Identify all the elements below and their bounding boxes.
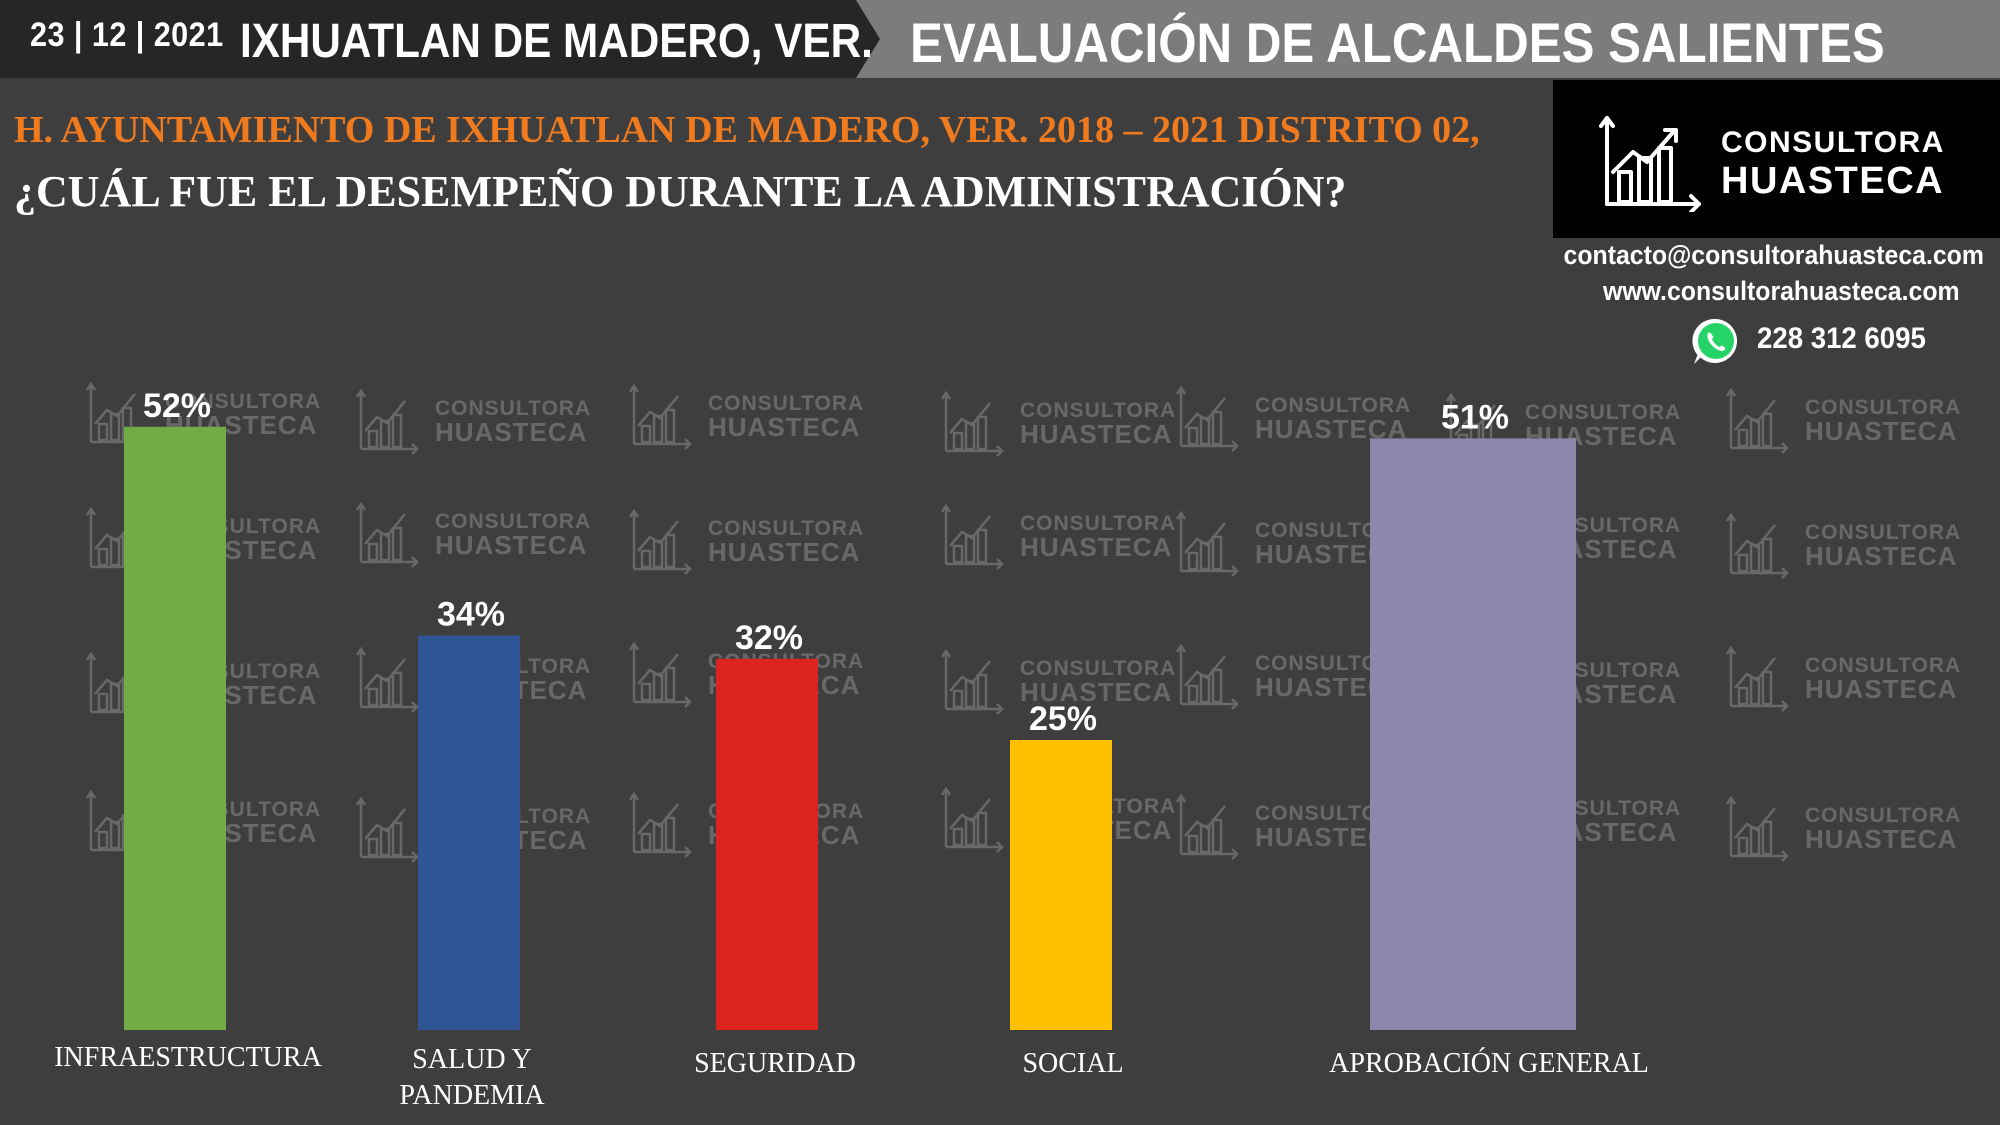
header-date: 23 | 12 | 2021 bbox=[30, 16, 224, 54]
contact-email: contacto@consultorahuasteca.com bbox=[1563, 240, 1984, 270]
rising-bar-chart-icon bbox=[1599, 116, 1701, 212]
watermark-line2: HUASTECA bbox=[1020, 532, 1172, 562]
value-label: 52% bbox=[143, 387, 211, 425]
watermark-line2: HUASTECA bbox=[1020, 419, 1172, 449]
category-label: INFRAESTRUCTURA bbox=[54, 1042, 322, 1073]
header-municipio: IXHUATLAN DE MADERO, VER. bbox=[240, 15, 873, 68]
whatsapp-icon bbox=[1692, 318, 1738, 364]
value-label: 32% bbox=[735, 619, 803, 657]
watermark-line1: CONSULTORA bbox=[435, 510, 591, 533]
watermark-line1: CONSULTORA bbox=[1020, 399, 1176, 422]
watermark-line1: CONSULTORA bbox=[1805, 521, 1961, 544]
value-label: 25% bbox=[1029, 700, 1097, 738]
watermark-line2: HUASTECA bbox=[435, 530, 587, 560]
watermark-line1: CONSULTORA bbox=[435, 397, 591, 420]
bar-5 bbox=[1370, 438, 1576, 1030]
brand-logo: CONSULTORA HUASTECA bbox=[1553, 80, 2000, 238]
value-label: 34% bbox=[437, 596, 505, 634]
watermark-line1: CONSULTORA bbox=[165, 390, 321, 413]
contact-website: www.consultorahuasteca.com bbox=[1603, 276, 1960, 306]
bar-2 bbox=[418, 635, 520, 1030]
header-title: EVALUACIÓN DE ALCALDES SALIENTES bbox=[910, 11, 1885, 74]
watermark-line1: CONSULTORA bbox=[1525, 401, 1681, 424]
chart-question: ¿CUÁL FUE EL DESEMPEÑO DURANTE LA ADMINI… bbox=[14, 167, 1347, 216]
chart-subtitle: H. AYUNTAMIENTO DE IXHUATLAN DE MADERO, … bbox=[14, 109, 1480, 151]
watermark-line2: HUASTECA bbox=[708, 412, 860, 442]
contact-phone: 228 312 6095 bbox=[1757, 322, 1926, 355]
watermark-line2: HUASTECA bbox=[1020, 677, 1172, 707]
watermark-line1: CONSULTORA bbox=[708, 392, 864, 415]
watermark-line2: HUASTECA bbox=[435, 417, 587, 447]
watermark-line1: CONSULTORA bbox=[1805, 804, 1961, 827]
bar-3 bbox=[716, 658, 818, 1030]
category-label: APROBACIÓN GENERAL bbox=[1329, 1048, 1649, 1079]
watermark-line2: HUASTECA bbox=[1805, 541, 1957, 571]
watermark-line1: CONSULTORA bbox=[1255, 394, 1411, 417]
watermark-line2: HUASTECA bbox=[708, 537, 860, 567]
brand-name-line1: CONSULTORA bbox=[1721, 126, 1945, 159]
watermark-line1: CONSULTORA bbox=[1020, 512, 1176, 535]
watermark-line1: CONSULTORA bbox=[1020, 657, 1176, 680]
value-label: 51% bbox=[1441, 398, 1509, 436]
watermark-layer: CONSULTORAHUASTECACONSULTORAHUASTECACONS… bbox=[85, 381, 1961, 863]
watermark-line2: HUASTECA bbox=[1805, 674, 1957, 704]
brand-name-line2: HUASTECA bbox=[1721, 160, 1945, 202]
bar-4 bbox=[1010, 740, 1112, 1030]
watermark-line2: HUASTECA bbox=[1805, 416, 1957, 446]
watermark-line1: CONSULTORA bbox=[1805, 654, 1961, 677]
category-label: SOCIAL bbox=[1022, 1048, 1123, 1079]
header-title-band bbox=[856, 0, 2000, 78]
category-label: SEGURIDAD bbox=[694, 1048, 856, 1079]
watermark-line2: HUASTECA bbox=[1805, 824, 1957, 854]
category-label: SALUD Y bbox=[412, 1044, 532, 1075]
bars-layer: 52% INFRAESTRUCTURA 34% SALUD Y PANDEMIA 32% S… bbox=[54, 387, 1649, 1111]
category-label: PANDEMIA bbox=[399, 1080, 545, 1111]
watermark-line1: CONSULTORA bbox=[1805, 396, 1961, 419]
bar-1 bbox=[124, 426, 226, 1030]
watermark-line1: CONSULTORA bbox=[708, 517, 864, 540]
